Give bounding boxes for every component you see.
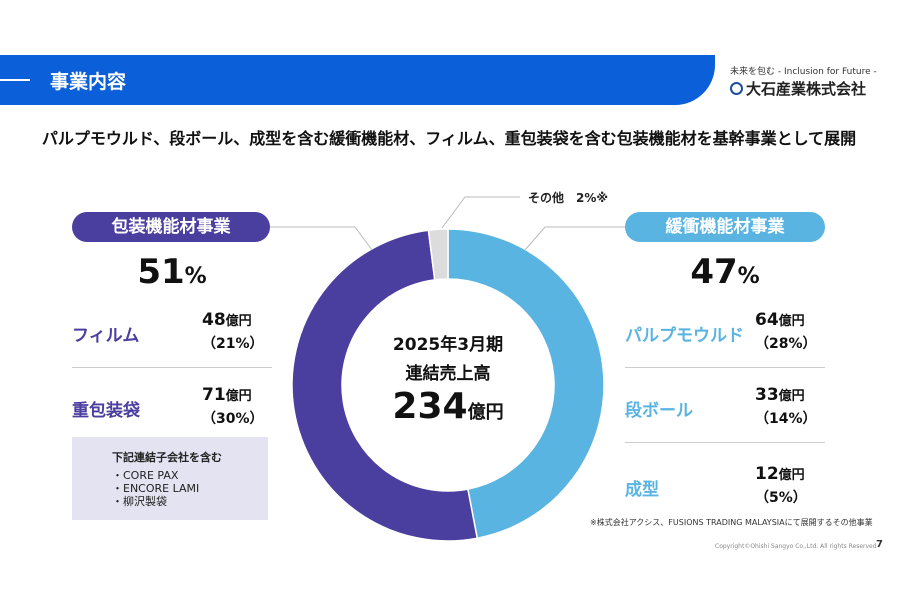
header-bar: 事業内容 [0,55,715,105]
list-item: 成型 12億円 （5%） [625,464,807,506]
cushioning-segment-pill: 緩衝機能材事業 [625,212,825,242]
company-logo: 大石産業株式会社 [730,78,866,99]
center-caption: 連結売上高 [405,364,491,384]
tagline: 未来を包む - Inclusion for Future - [730,67,877,77]
list-item: 段ボール 33億円 （14%） [625,382,825,443]
leader-line-right [524,226,625,251]
other-label: その他 2%※ [528,191,609,205]
list-item: フィルム 48億円 （21%） [72,307,272,368]
copyright: Copyright©Ohishi Sangyo Co.,Ltd. All rig… [715,543,877,550]
footnote: ※株式会社アクシス、FUSIONS TRADING MALAYSIAにて展開する… [590,518,873,527]
center-unit: 億円 [467,402,504,423]
donut-center-label: 2025年3月期 連結売上高 234億円 [368,330,528,427]
leader-line-left [270,226,373,251]
list-item: パルプモウルド 64億円 （28%） [625,307,825,368]
subsidiary-note: 下記連結子会社を含む ・CORE PAX ・ENCORE LAMI ・柳沢製袋 [72,437,268,520]
page-number: 7 [876,539,883,550]
center-period: 2025年3月期 [392,335,504,355]
center-value: 234 [392,386,468,427]
donut-slice-2 [291,229,479,542]
logo-mark-icon [730,82,743,95]
page-title: 事業内容 [50,71,127,93]
company-name: 大石産業株式会社 [746,80,867,98]
list-item: 重包装袋 71億円 （30%） [72,385,264,427]
cushioning-share: 47% [690,252,760,292]
packaging-segment-pill: 包装機能材事業 [72,212,270,242]
donut-slice-1 [447,228,605,540]
donut-slice-3 [427,228,449,281]
lead-text: パルプモウルド、段ボール、成型を含む緩衝機能材、フィルム、重包装袋を含む包装機能… [41,129,857,148]
leader-line-other [441,196,520,229]
packaging-share: 51% [137,252,207,292]
